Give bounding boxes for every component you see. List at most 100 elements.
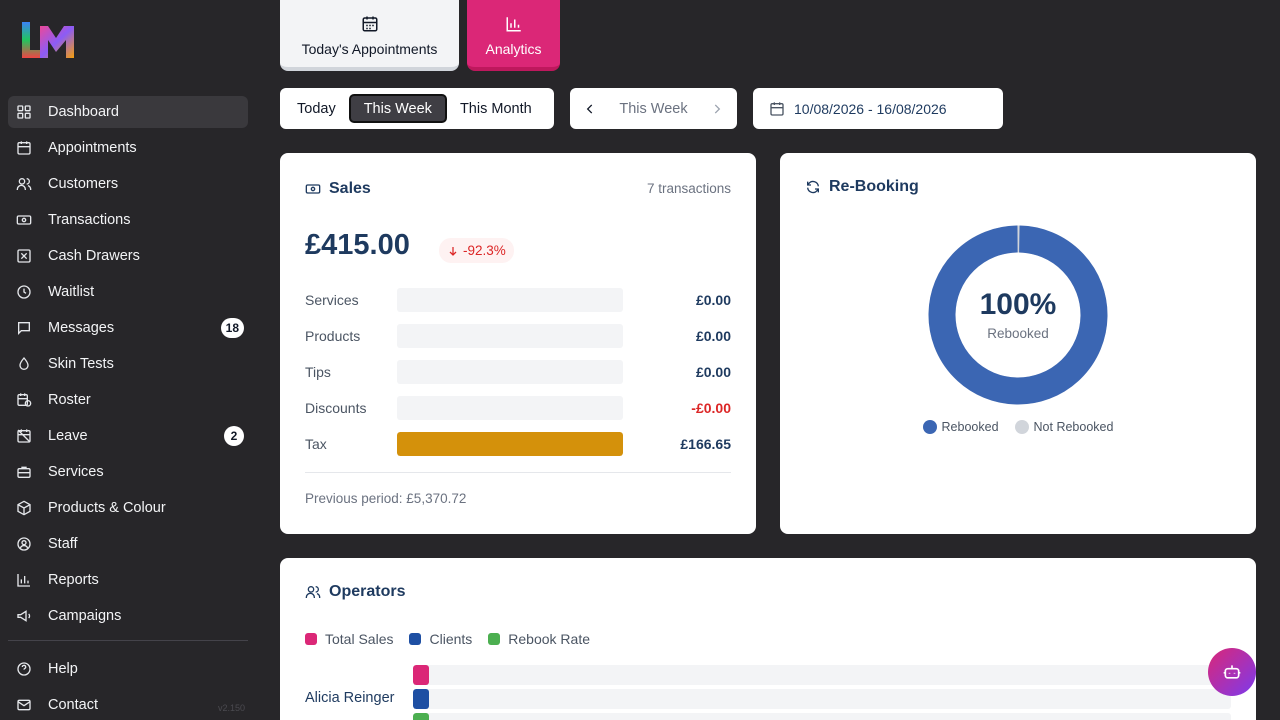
- sidebar-item-customers[interactable]: Customers: [8, 168, 248, 200]
- user-circle-icon: [16, 536, 32, 552]
- sales-change-badge: -92.3%: [439, 238, 514, 263]
- sales-total: £415.00: [305, 229, 410, 261]
- sidebar: Dashboard Appointments Customers Transactio…: [0, 0, 256, 720]
- legend-item-clients[interactable]: Clients: [409, 631, 472, 647]
- sidebar-item-label: Waitlist: [48, 284, 95, 300]
- legend-dot: [1014, 420, 1029, 434]
- sales-row-bar: [397, 324, 623, 348]
- sidebar-item-staff[interactable]: Staff: [8, 528, 248, 560]
- legend-item-rebooked: Rebooked: [922, 420, 999, 434]
- sidebar-item-cash-drawers[interactable]: Cash Drawers: [8, 240, 248, 272]
- droplet-icon: [16, 356, 32, 372]
- dashboard-icon: [16, 104, 32, 120]
- refresh-icon: [805, 179, 821, 195]
- sidebar-item-products-and-colour[interactable]: Products & Colour: [8, 492, 248, 524]
- legend-item-total-sales[interactable]: Total Sales: [305, 631, 393, 647]
- sidebar-item-label: Roster: [48, 392, 91, 408]
- mail-icon: [16, 697, 32, 713]
- sidebar-item-reports[interactable]: Reports: [8, 564, 248, 596]
- rebooking-card: Re-Booking 100% Rebooked Rebooked Not Reb…: [780, 153, 1256, 534]
- sidebar-item-contact[interactable]: Contact: [8, 689, 248, 720]
- bar-chart-icon: [16, 572, 32, 588]
- help-icon: [16, 661, 32, 677]
- sidebar-item-help[interactable]: Help: [8, 653, 248, 685]
- operators-title-text: Operators: [329, 583, 406, 600]
- app-logo[interactable]: [20, 20, 76, 60]
- legend-swatch: [409, 633, 422, 645]
- tab-todays-appointments[interactable]: Today's Appointments: [280, 0, 459, 71]
- sidebar-item-campaigns[interactable]: Campaigns: [8, 600, 248, 632]
- sidebar-item-label: Leave: [48, 428, 88, 444]
- sales-change-text: -92.3%: [463, 243, 506, 258]
- previous-period-button[interactable]: [582, 101, 598, 117]
- sidebar-item-label: Messages: [48, 320, 115, 336]
- users-icon: [16, 176, 32, 192]
- rebooking-donut-chart: [928, 225, 1108, 405]
- sidebar-item-appointments[interactable]: Appointments: [8, 132, 248, 164]
- operator-clients-fill: [413, 689, 430, 709]
- tab-label: Analytics: [485, 40, 542, 57]
- clock-icon: [16, 284, 32, 300]
- legend-item-rebook-rate[interactable]: Rebook Rate: [488, 631, 590, 647]
- operator-rebook-bar: [413, 713, 1231, 720]
- period-navigator: This Week: [570, 88, 737, 129]
- sidebar-item-label: Customers: [48, 176, 119, 192]
- sidebar-item-label: Services: [48, 464, 104, 480]
- sales-row-bar: [397, 396, 623, 420]
- sidebar-item-messages[interactable]: Messages 18: [8, 312, 248, 344]
- sidebar-divider: [8, 640, 248, 641]
- sales-row-tax: Tax £166.65: [305, 432, 731, 456]
- operator-clients-bar: [413, 689, 1231, 709]
- legend-label: Total Sales: [325, 631, 394, 647]
- sales-row-value: £166.65: [680, 436, 731, 452]
- legend-label: Rebooked: [941, 420, 999, 434]
- sales-row-label: Tax: [305, 436, 327, 452]
- sales-row-services: Services £0.00: [305, 288, 731, 312]
- sidebar-item-waitlist[interactable]: Waitlist: [8, 276, 248, 308]
- sidebar-item-label: Transactions: [48, 212, 131, 228]
- donut-center: 100% Rebooked: [928, 225, 1108, 405]
- transactions-count: 7 transactions: [646, 181, 731, 196]
- sales-title-text: Sales: [329, 180, 371, 197]
- rebooked-label: Rebooked: [987, 325, 1049, 341]
- sales-row-value: £0.00: [695, 292, 731, 308]
- legend-item-not-rebooked: Not Rebooked: [1014, 420, 1114, 434]
- legend-label: Not Rebooked: [1033, 420, 1114, 434]
- banknote-icon: [16, 212, 32, 228]
- sidebar-item-roster[interactable]: Roster: [8, 384, 248, 416]
- notification-badge: 2: [224, 426, 244, 446]
- range-this-month[interactable]: This Month: [459, 100, 532, 117]
- next-period-button[interactable]: [709, 101, 725, 117]
- rebooking-title: Re-Booking: [805, 178, 919, 196]
- range-today[interactable]: Today: [297, 100, 336, 117]
- assistant-bot-button[interactable]: [1208, 648, 1256, 696]
- sidebar-item-label: Dashboard: [48, 104, 119, 120]
- chevron-right-icon: [714, 103, 721, 114]
- sales-row-bar-fill: [397, 432, 623, 456]
- sidebar-item-skin-tests[interactable]: Skin Tests: [8, 348, 248, 380]
- sidebar-item-label: Cash Drawers: [48, 248, 140, 264]
- range-selector: Today This Week This Month: [280, 88, 554, 129]
- operator-name: Alicia Reinger: [305, 690, 395, 706]
- range-this-week[interactable]: This Week: [348, 94, 447, 123]
- sidebar-item-leave[interactable]: Leave 2: [8, 420, 248, 452]
- sidebar-item-dashboard[interactable]: Dashboard: [8, 96, 248, 128]
- sidebar-item-services[interactable]: Services: [8, 456, 248, 488]
- notification-badge: 18: [220, 318, 244, 338]
- sidebar-item-label: Products & Colour: [48, 500, 166, 516]
- period-label: This Week: [619, 100, 688, 117]
- operator-sales-bar: [413, 665, 1231, 685]
- cash-drawer-icon: [16, 248, 32, 264]
- sales-row-tips: Tips £0.00: [305, 360, 731, 384]
- calendar-icon: [769, 101, 785, 117]
- date-range-picker[interactable]: 10/08/2026 - 16/08/2026: [753, 88, 1003, 129]
- sidebar-item-transactions[interactable]: Transactions: [8, 204, 248, 236]
- sidebar-item-label: Contact: [48, 697, 98, 713]
- bot-icon: [1223, 665, 1241, 679]
- version-label: v2.150: [218, 703, 246, 713]
- message-icon: [16, 320, 32, 336]
- sales-title: Sales: [305, 180, 371, 198]
- tab-analytics[interactable]: Analytics: [467, 0, 560, 71]
- package-icon: [16, 500, 32, 516]
- legend-swatch: [488, 633, 501, 645]
